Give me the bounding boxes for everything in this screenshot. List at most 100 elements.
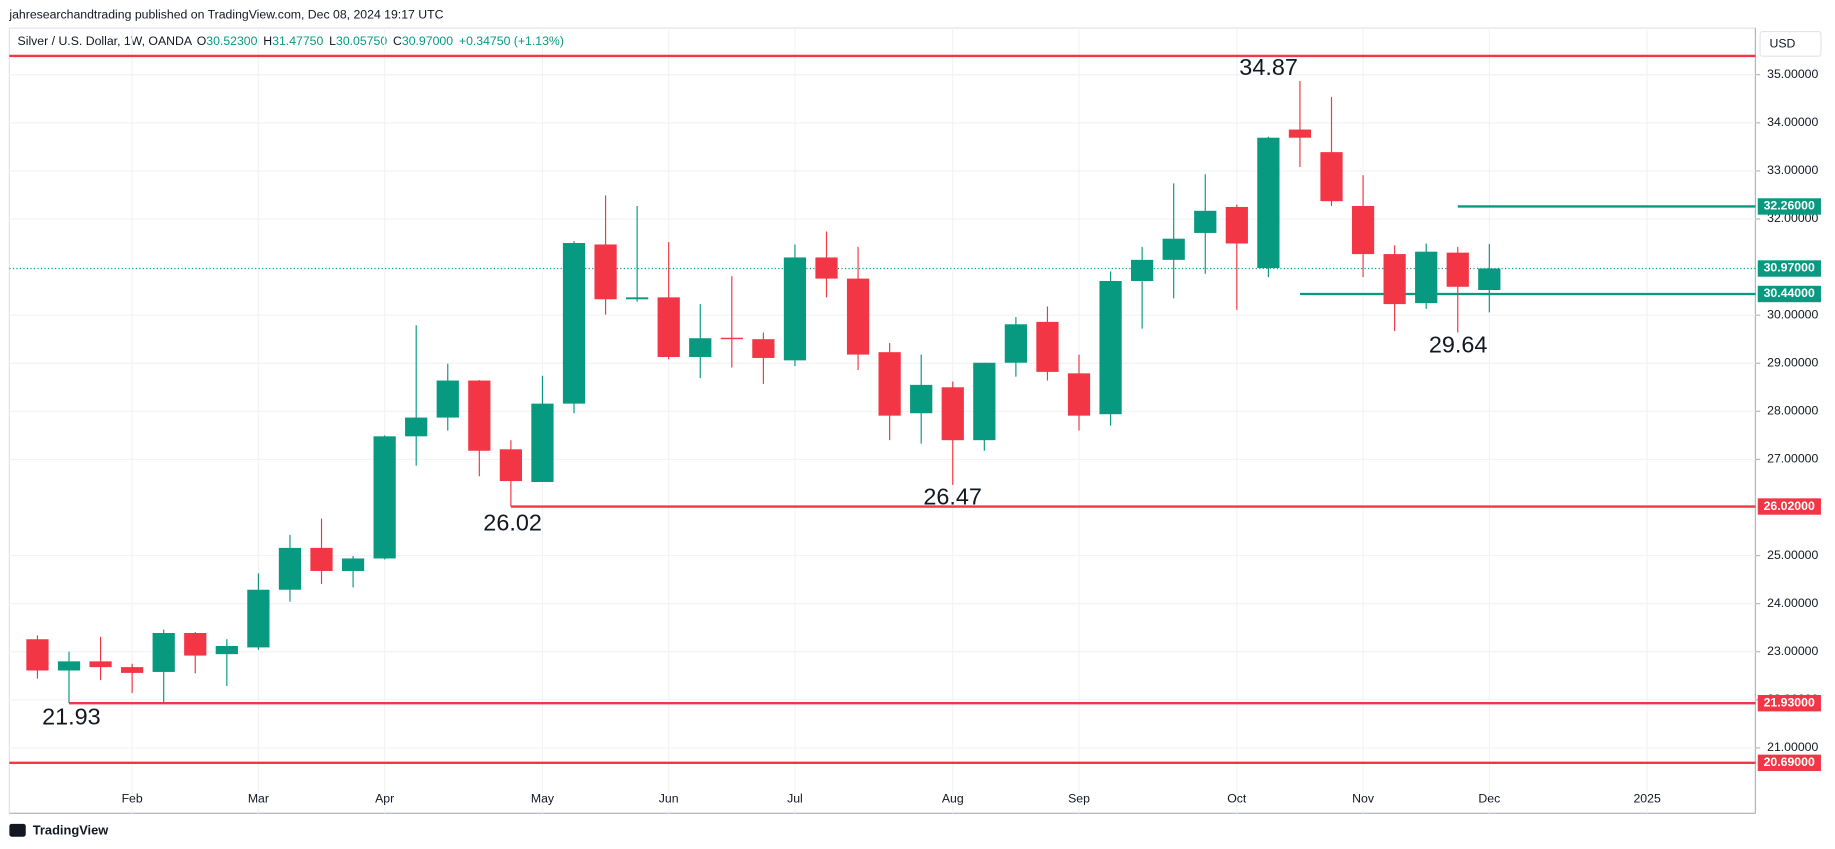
candle-body	[1415, 251, 1438, 304]
candle-body	[1067, 373, 1091, 416]
x-tick-label: Sep	[1068, 792, 1090, 806]
level-label-box	[1757, 754, 1821, 772]
level-label-box	[1757, 198, 1821, 215]
candle-body	[720, 337, 743, 340]
footer: TradingView	[9, 822, 109, 837]
y-tick-label: 34.00000	[1767, 115, 1818, 129]
candle-body	[152, 632, 175, 672]
x-tick-label: Feb	[122, 792, 143, 806]
footer-text: TradingView	[33, 822, 110, 837]
x-tick-label: Aug	[942, 792, 964, 806]
last-price-box	[1757, 260, 1821, 277]
level-label: 32.26000	[1764, 199, 1815, 213]
ohlc-key: O	[197, 34, 207, 48]
candle-body	[1257, 137, 1280, 269]
legend-text: Silver / U.S. Dollar, 1W, OANDA O30.52300…	[18, 34, 564, 48]
candle-body	[1288, 129, 1312, 138]
annotation: 29.64	[1429, 332, 1488, 358]
x-tick-label: Dec	[1478, 792, 1500, 806]
change: +0.34750 (+1.13%)	[459, 34, 564, 48]
y-tick-label: 28.00000	[1767, 404, 1818, 418]
annotation: 26.47	[923, 484, 982, 510]
candle-body	[341, 558, 365, 571]
candle-body	[1320, 152, 1343, 202]
candle-body	[910, 384, 933, 414]
x-tick-label: Mar	[248, 792, 269, 806]
level-label: 21.93000	[1764, 695, 1815, 709]
candle-body	[468, 380, 491, 451]
ohlc-value: 30.52300	[206, 34, 257, 48]
currency-label: USD	[1769, 37, 1795, 51]
candle-body	[1131, 259, 1154, 282]
candle-body	[184, 632, 207, 656]
candle-body	[121, 667, 144, 673]
currency-box	[1759, 31, 1822, 57]
candle-body	[89, 661, 112, 668]
candle-body	[310, 547, 333, 571]
y-tick-label: 27.00000	[1767, 452, 1818, 466]
y-tick-label: 23.00000	[1767, 644, 1818, 658]
last-price-label: 30.97000	[1764, 261, 1815, 275]
ohlc-value: 30.05750	[336, 34, 387, 48]
candle-body	[531, 403, 554, 483]
candle-body	[1351, 205, 1375, 255]
logo	[9, 823, 26, 837]
y-tick-label: 32.00000	[1767, 211, 1818, 225]
candle-body	[594, 244, 617, 300]
annotation: 21.93	[42, 704, 101, 730]
candle-body	[752, 339, 775, 358]
byline: jahresearchandtrading published on Tradi…	[8, 7, 443, 21]
candle-body	[689, 338, 712, 357]
y-tick-label: 21.00000	[1767, 740, 1818, 754]
x-tick-label: Nov	[1352, 792, 1375, 806]
level-label-box	[1757, 695, 1821, 712]
candle-body	[405, 417, 428, 437]
symbol-title: Silver / U.S. Dollar, 1W, OANDA	[18, 34, 193, 48]
y-tick-label: 30.00000	[1767, 307, 1818, 321]
level-label: 20.69000	[1764, 755, 1815, 769]
candle-body	[657, 297, 680, 357]
candle-body	[278, 547, 302, 590]
ohlc-key: H	[263, 34, 272, 48]
candle-body	[846, 278, 870, 355]
candle-body	[815, 257, 838, 279]
candle-body	[941, 387, 964, 441]
ohlc-value: 31.47750	[272, 34, 323, 48]
y-tick-label: 25.00000	[1767, 548, 1818, 562]
x-tick-label: Jun	[659, 792, 679, 806]
y-tick-label: 35.00000	[1767, 67, 1818, 81]
y-tick-label: 29.00000	[1767, 355, 1818, 369]
ohlc-key: C	[393, 34, 402, 48]
candle-body	[1194, 210, 1217, 233]
candle-body	[1225, 206, 1248, 244]
candle-body	[973, 362, 996, 441]
candle-body	[26, 639, 49, 671]
candle-body	[1478, 268, 1501, 291]
x-tick-label: Apr	[375, 792, 394, 806]
candle-body	[1036, 321, 1059, 372]
candle-body	[1162, 238, 1185, 260]
x-tick-label: May	[531, 792, 555, 806]
candle-body	[1004, 324, 1028, 363]
candle-body	[1446, 252, 1469, 287]
candle-body	[1383, 254, 1406, 305]
level-label-box	[1757, 498, 1821, 515]
candle-body	[373, 436, 396, 559]
candle-body	[878, 352, 901, 416]
x-tick-label: 2025	[1633, 792, 1660, 806]
level-label-box	[1757, 285, 1821, 303]
candle-body	[247, 589, 270, 648]
ohlc-value: 30.97000	[402, 34, 453, 48]
annotation: 26.02	[483, 509, 542, 535]
annotation: 34.87	[1239, 54, 1298, 80]
candle-body	[783, 257, 807, 361]
candle-body	[1099, 281, 1122, 415]
level-label: 26.02000	[1764, 499, 1815, 513]
candle-body	[499, 449, 523, 482]
candle-body	[57, 661, 81, 671]
candle-body	[626, 297, 649, 300]
x-tick-label: Oct	[1227, 792, 1247, 806]
x-tick-label: Jul	[787, 792, 803, 806]
